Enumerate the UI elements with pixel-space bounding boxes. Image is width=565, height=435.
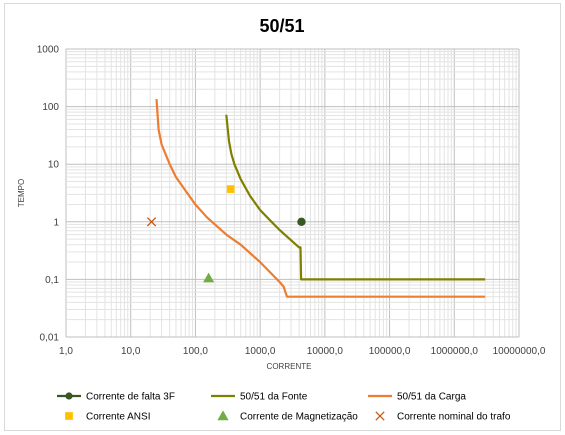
series-line [225,114,486,281]
series-4 [203,272,215,283]
legend-item: Corrente de Magnetização [217,410,358,423]
legend-item: Corrente ANSI [65,412,150,423]
data-point [297,217,306,226]
data-point [146,217,157,227]
x-tick-label: 100,0 [183,346,208,357]
legend-swatch-marker [217,410,229,421]
x-tick-label: 10000,0 [307,346,344,357]
y-tick-label: 10 [48,160,60,171]
series-5 [146,217,157,227]
legend-label: Corrente nominal do trafo [397,412,511,423]
legend-item: 50/51 da Fonte [211,392,308,403]
legend-swatch-marker [65,392,73,400]
x-tick-label: 10000000,0 [493,346,546,357]
tick-labels: 1,0 10,0 100,0 1000,0 10000,0 100000,0 1000000… [37,45,546,358]
y-tick-label: 0,1 [45,275,59,286]
legend-swatch-marker [65,412,73,420]
data-point [226,185,235,193]
y-tick-label: 100 [42,102,59,113]
y-tick-label: 0,01 [40,333,60,344]
legend-item: Corrente nominal do trafo [375,411,511,423]
legend-item: Corrente de falta 3F [57,392,175,403]
x-axis-label: CORRENTE [267,362,312,371]
series-3 [226,185,235,193]
x-tick-label: 10,0 [121,346,141,357]
series-1 [225,114,486,281]
legend-label: Corrente de falta 3F [86,392,175,403]
legend-label: 50/51 da Fonte [240,392,308,403]
x-tick-label: 100000,0 [369,346,411,357]
x-tick-label: 1000000,0 [431,346,479,357]
y-axis-label: TEMPO [17,179,26,207]
x-tick-label: 1000,0 [245,346,276,357]
x-marker-stroke [146,217,157,227]
legend: Corrente de falta 3F 50/51 da Fonte 50/51 … [57,392,511,423]
legend-label: 50/51 da Carga [397,392,466,403]
legend-swatch-marker [375,411,385,421]
series-2 [155,99,486,298]
legend-label: Corrente de Magnetização [240,412,358,423]
grid [65,48,520,338]
legend-label: Corrente ANSI [86,412,150,423]
series-0 [297,217,306,226]
x-marker-stroke [375,411,385,421]
data-point [203,272,215,283]
y-tick-label: 1 [53,217,59,228]
x-tick-label: 1,0 [59,346,73,357]
legend-item: 50/51 da Carga [368,392,466,403]
y-tick-label: 1000 [37,45,60,56]
plot-series [146,99,486,298]
chart-title: 50/51 [259,16,304,36]
series-line [155,99,486,298]
